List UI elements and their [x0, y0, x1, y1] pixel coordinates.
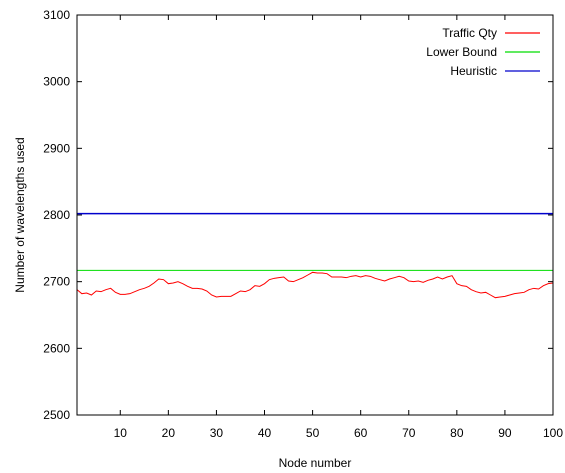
ticks-layer: 10 20 30 40 50 60 70 80 90 100 2500 2600 2700 2800 290… — [43, 8, 563, 440]
y-tick-label: 2700 — [43, 275, 70, 289]
series-line-traffic-qty — [76, 271, 554, 299]
y-tick-label: 2800 — [43, 208, 70, 222]
x-tick-label: 30 — [210, 426, 224, 440]
y-tick-label: 3000 — [43, 75, 70, 89]
y-tick-label: 2900 — [43, 141, 70, 155]
x-tick-label: 60 — [354, 426, 368, 440]
legend-label-traffic-qty: Traffic Qty — [442, 26, 497, 40]
y-axis-label: Number of wavelengths used — [13, 137, 27, 292]
x-tick-label: 80 — [450, 426, 464, 440]
x-axis-label: Node number — [279, 456, 352, 470]
y-tick-label: 2500 — [43, 408, 70, 422]
legend-label-lower-bound: Lower Bound — [426, 45, 497, 59]
y-tick-label: 2600 — [43, 341, 70, 355]
series-layer — [76, 212, 554, 299]
x-tick-label: 40 — [258, 426, 272, 440]
legend-label-heuristic: Heuristic — [450, 64, 497, 78]
x-tick-label: 10 — [114, 426, 128, 440]
y-tick-label: 3100 — [43, 8, 70, 22]
x-tick-label: 70 — [402, 426, 416, 440]
legend: Traffic Qty Lower Bound Heuristic — [426, 26, 540, 78]
x-tick-label: 50 — [306, 426, 320, 440]
x-tick-label: 100 — [543, 426, 563, 440]
x-tick-label: 90 — [498, 426, 512, 440]
x-tick-label: 20 — [162, 426, 176, 440]
